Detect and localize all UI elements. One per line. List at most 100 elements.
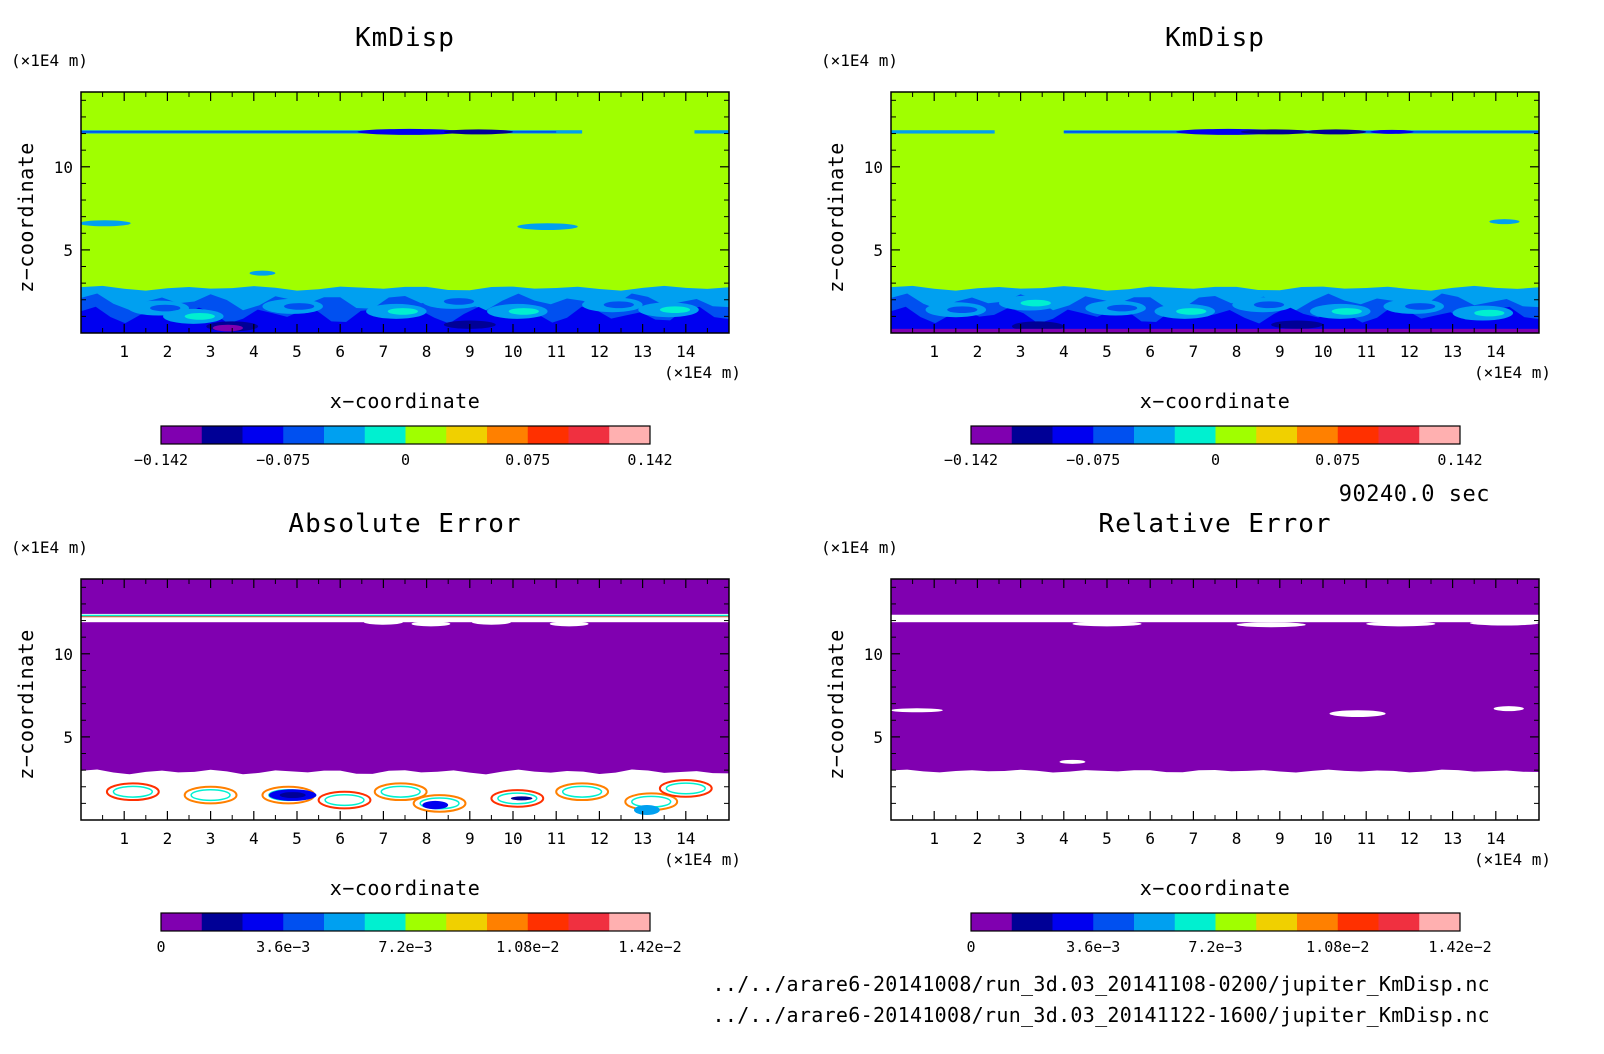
contour-region [1176, 308, 1207, 315]
y-tick-label: 5 [873, 728, 883, 747]
contour-region [1020, 299, 1051, 307]
x-tick-label: 2 [163, 829, 173, 848]
colorbar-swatch [1256, 913, 1298, 931]
upper-layer [363, 619, 403, 625]
x-tick-label: 8 [422, 342, 432, 361]
x-tick-label: 13 [1443, 829, 1462, 848]
y-axis-label: z−coordinate [824, 142, 848, 293]
y-tick-label: 5 [63, 241, 73, 260]
colorbar-swatch [609, 426, 651, 444]
upper-layer [549, 621, 589, 627]
x-tick-label: 4 [1059, 829, 1069, 848]
x-tick-label: 5 [292, 829, 302, 848]
x-tick-label: 10 [1313, 342, 1332, 361]
contour-region [555, 782, 610, 802]
contour-region [1253, 301, 1285, 309]
contour-region [190, 789, 231, 802]
x-tick-label: 2 [973, 829, 983, 848]
colorbar-swatch [324, 426, 366, 444]
x-tick-label: 11 [547, 342, 566, 361]
contour-region [279, 792, 306, 799]
colorbar-swatch [324, 913, 366, 931]
x-tick-label: 7 [1189, 342, 1199, 361]
upper-layer [1370, 129, 1414, 134]
colorbar-swatch [609, 913, 651, 931]
colorbar-swatch [1337, 426, 1379, 444]
colorbar-swatch [1174, 426, 1216, 444]
upper-layer [357, 128, 462, 135]
upper-layer [1240, 129, 1311, 135]
colorbar-swatch [283, 913, 325, 931]
contour-region [665, 782, 706, 795]
x-tick-label: 12 [1400, 829, 1419, 848]
contour-field [81, 579, 729, 820]
x-tick-label: 5 [1102, 829, 1112, 848]
colorbar-swatch [446, 913, 488, 931]
x-axis-label: x−coordinate [330, 389, 481, 413]
x-tick-label: 12 [590, 342, 609, 361]
x-tick-label: 9 [465, 829, 475, 848]
contour-region [1271, 320, 1323, 329]
x-tick-label: 12 [590, 829, 609, 848]
contour-region [150, 304, 181, 312]
x-tick-label: 14 [676, 829, 695, 848]
contour-region [387, 308, 418, 315]
upper-layer [1366, 621, 1436, 627]
x-tick-label: 3 [206, 829, 216, 848]
x-tick-label: 13 [1443, 342, 1462, 361]
x-unit-label: (×1E4 m) [1474, 363, 1551, 382]
colorbar-swatch [1297, 913, 1339, 931]
upper-layer [411, 621, 451, 627]
contour-field [891, 92, 1539, 333]
x-tick-label: 14 [676, 342, 695, 361]
contour-region [112, 785, 154, 798]
y-tick-label: 5 [63, 728, 73, 747]
colorbar-tick-label: 0.142 [627, 451, 672, 469]
upper-layer [443, 129, 513, 135]
x-tick-label: 6 [1145, 342, 1155, 361]
colorbar-tick-label: −0.075 [1066, 451, 1120, 469]
y-tick-label: 10 [864, 158, 883, 177]
contour-region [1331, 308, 1362, 315]
colorbar-swatch [201, 913, 243, 931]
upper-layer [891, 614, 1539, 623]
x-tick-label: 11 [1357, 342, 1376, 361]
x-tick-label: 2 [163, 342, 173, 361]
colorbar-swatch [1093, 913, 1135, 931]
colorbar-swatch [487, 426, 529, 444]
colorbar-tick-label: 0.075 [505, 451, 550, 469]
colorbar-swatch [568, 426, 610, 444]
contour-region [561, 785, 603, 798]
x-tick-label: 13 [633, 829, 652, 848]
contour-region [947, 306, 978, 314]
x-tick-label: 2 [973, 342, 983, 361]
lower-layer [81, 769, 729, 820]
colorbar-swatch [527, 426, 569, 444]
file-path-1: ../../arare6-20141008/run_3d.03_20141108… [712, 972, 1490, 996]
colorbar-swatch [1093, 426, 1135, 444]
x-tick-label: 5 [1102, 342, 1112, 361]
x-tick-label: 1 [119, 829, 129, 848]
contour-region [497, 792, 538, 805]
contour-region [105, 782, 160, 802]
colorbar-swatch [201, 426, 243, 444]
colorbar-swatch [1011, 913, 1053, 931]
colorbar-swatch [405, 913, 447, 931]
colorbar-swatch [568, 913, 610, 931]
colorbar-swatch [1052, 913, 1094, 931]
chart-title: KmDisp [1165, 23, 1265, 53]
colorbar-tick-label: −0.075 [256, 451, 310, 469]
contour-region [517, 223, 578, 230]
colorbar-swatch [283, 426, 325, 444]
contour-region [373, 782, 428, 802]
upper-layer [1072, 621, 1142, 627]
colorbar-frame [970, 425, 1461, 445]
contour-region [1489, 219, 1520, 225]
y-unit-label: (×1E4 m) [11, 538, 88, 557]
colorbar-swatch [1174, 913, 1216, 931]
x-tick-label: 7 [1189, 829, 1199, 848]
y-tick-label: 10 [54, 645, 73, 664]
